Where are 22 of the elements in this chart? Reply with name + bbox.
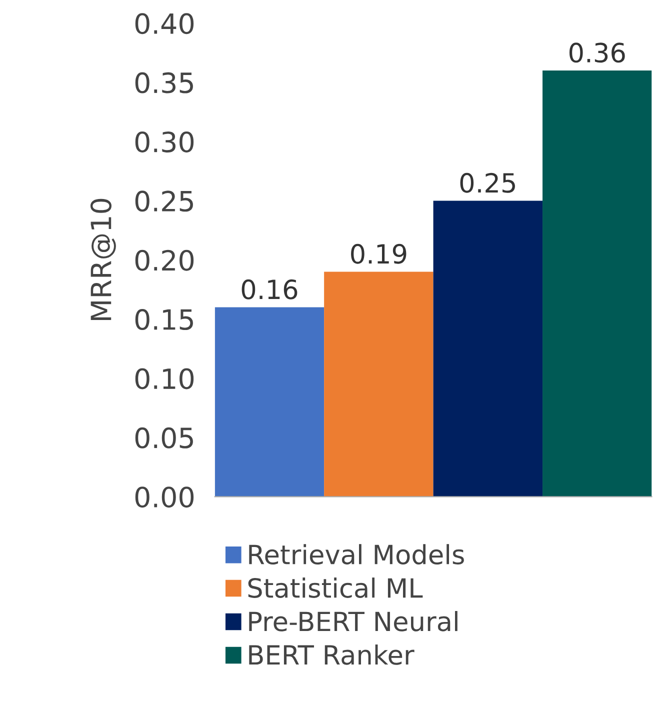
y-tick-label: 0.05 bbox=[135, 427, 193, 448]
y-tick-label: 0.20 bbox=[135, 250, 194, 271]
data-label: 0.16 bbox=[242, 279, 298, 300]
legend-label: Statistical ML bbox=[248, 578, 423, 598]
y-tick-label: 0.35 bbox=[135, 72, 193, 94]
data-label: 0.25 bbox=[460, 172, 515, 193]
legend-label: Pre-BERT Neural bbox=[249, 611, 458, 632]
y-axis-title: MRR@10 bbox=[90, 198, 116, 320]
bar bbox=[433, 200, 543, 497]
data-label: 0.36 bbox=[569, 42, 625, 63]
bar bbox=[542, 70, 652, 497]
legend-label: Retrieval Models bbox=[249, 544, 464, 565]
legend-label: BERT Ranker bbox=[249, 644, 414, 665]
y-tick-label: 0.00 bbox=[135, 486, 194, 508]
y-tick-label: 0.10 bbox=[135, 368, 194, 390]
bar bbox=[324, 272, 434, 497]
y-tick-label: 0.25 bbox=[135, 190, 193, 212]
bar bbox=[214, 307, 324, 497]
y-tick-label: 0.40 bbox=[135, 13, 194, 34]
y-tick-label: 0.15 bbox=[135, 309, 193, 330]
data-label: 0.19 bbox=[351, 244, 406, 264]
y-tick-label: 0.30 bbox=[135, 131, 194, 152]
